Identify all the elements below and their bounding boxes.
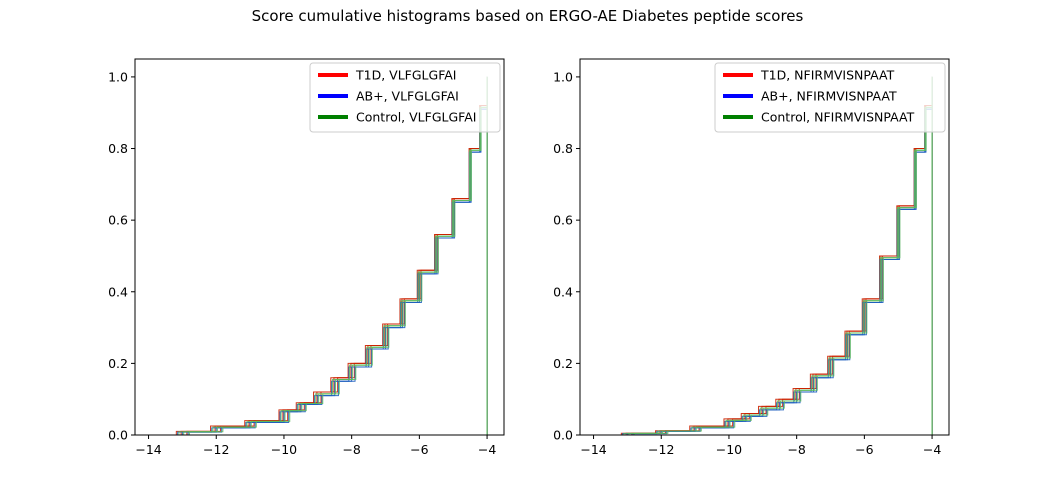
y-tick-label: 0.2 [553, 356, 573, 371]
x-tick-label: −4 [478, 442, 496, 457]
y-tick-label: 0.4 [553, 284, 573, 299]
chart-panel-2: −14 −12 −10 −8 −6 −4 0.0 0.2 0.4 0.6 0.8 1.0 T1D, NF… [553, 58, 950, 457]
x-tick-label: −12 [648, 442, 674, 457]
y-tick-label: 0.0 [553, 428, 573, 443]
series-line-control-nfirmvisnpaat-3 [589, 76, 933, 435]
chart-panel-1: −14 −12 −10 −8 −6 −4 0.0 0.2 0.4 0.6 0.8 1.0 T1D, VL… [108, 58, 505, 457]
legend: T1D, NFIRMVISNPAAT AB+, NFIRMVISNPAAT Cont… [714, 62, 946, 133]
y-tick-label: 0.8 [108, 141, 128, 156]
x-tick-label: −14 [135, 442, 161, 457]
x-tick-label: −12 [203, 442, 229, 457]
legend-box [714, 62, 946, 133]
x-tick-label: −10 [271, 442, 297, 457]
x-tick-label: −6 [855, 442, 873, 457]
series-group [142, 76, 488, 435]
y-tick-label: 0.2 [108, 356, 128, 371]
x-tick-label: −14 [580, 442, 606, 457]
legend-box [309, 62, 501, 133]
y-tick-label: 0.0 [108, 428, 128, 443]
legend-label: AB+, VLFGLGFAI [356, 89, 459, 104]
series-line-control-vlfglgfai-1 [149, 76, 488, 435]
axes-frame [579, 58, 950, 436]
legend-label: Control, VLFGLGFAI [356, 110, 476, 125]
figure-title: Score cumulative histograms based on ERG… [251, 7, 804, 25]
series-group [587, 76, 933, 435]
legend-label: AB+, NFIRMVISNPAAT [761, 89, 897, 104]
y-tick-label: 0.4 [108, 284, 128, 299]
legend-label: Control, NFIRMVISNPAAT [761, 110, 915, 125]
y-tick-label: 0.6 [553, 213, 573, 228]
legend-label: T1D, NFIRMVISNPAAT [760, 68, 895, 83]
y-tick-label: 0.8 [553, 141, 573, 156]
series-line-control-nfirmvisnpaat-1 [594, 76, 933, 435]
x-tick-label: −6 [410, 442, 428, 457]
series-line-control-vlfglgfai-2 [155, 76, 488, 435]
y-tick-label: 1.0 [553, 69, 573, 84]
x-tick-label: −10 [716, 442, 742, 457]
x-tick-label: −8 [787, 442, 805, 457]
legend: T1D, VLFGLGFAI AB+, VLFGLGFAI Control, VLF… [309, 62, 501, 133]
x-tick-label: −8 [342, 442, 360, 457]
series-line-control-nfirmvisnpaat-2 [600, 76, 933, 435]
series-line-control-vlfglgfai-3 [144, 76, 488, 435]
axes-frame [134, 58, 505, 436]
x-tick-label: −4 [923, 442, 941, 457]
y-tick-label: 0.6 [108, 213, 128, 228]
y-tick-label: 1.0 [108, 69, 128, 84]
legend-label: T1D, VLFGLGFAI [355, 68, 456, 83]
